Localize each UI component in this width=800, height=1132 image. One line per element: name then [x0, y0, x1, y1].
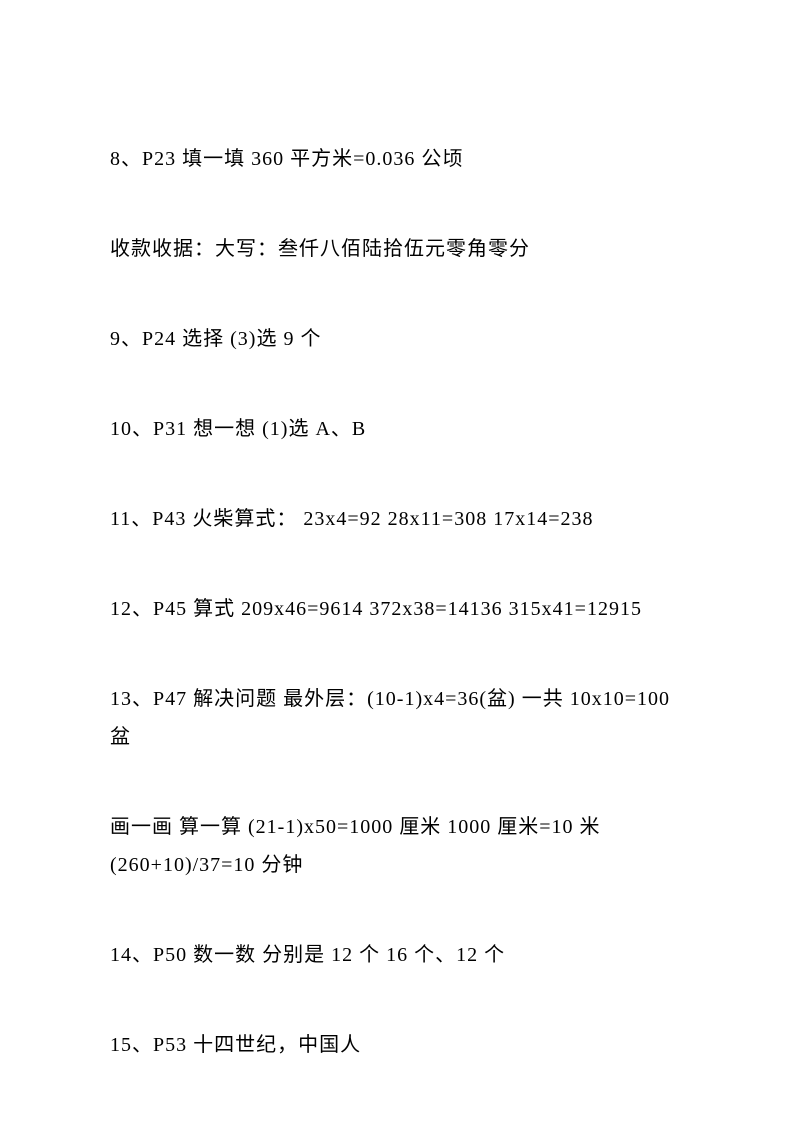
paragraph: 12、P45 算式 209x46=9614 372x38=14136 315x4…: [110, 590, 690, 628]
paragraph: 11、P43 火柴算式： 23x4=92 28x11=308 17x14=238: [110, 500, 690, 538]
paragraph: 10、P31 想一想 (1)选 A、B: [110, 410, 690, 448]
paragraph: 8、P23 填一填 360 平方米=0.036 公顷: [110, 140, 690, 178]
paragraph: 13、P47 解决问题 最外层：(10-1)x4=36(盆) 一共 10x10=…: [110, 680, 690, 756]
paragraph: 15、P53 十四世纪，中国人: [110, 1026, 690, 1064]
paragraph: 9、P24 选择 (3)选 9 个: [110, 320, 690, 358]
paragraph: 收款收据：大写：叁仟八佰陆拾伍元零角零分: [110, 230, 690, 268]
document-page: 8、P23 填一填 360 平方米=0.036 公顷 收款收据：大写：叁仟八佰陆…: [0, 0, 800, 1132]
paragraph: 14、P50 数一数 分别是 12 个 16 个、12 个: [110, 936, 690, 974]
paragraph: 画一画 算一算 (21-1)x50=1000 厘米 1000 厘米=10 米 (…: [110, 808, 690, 884]
